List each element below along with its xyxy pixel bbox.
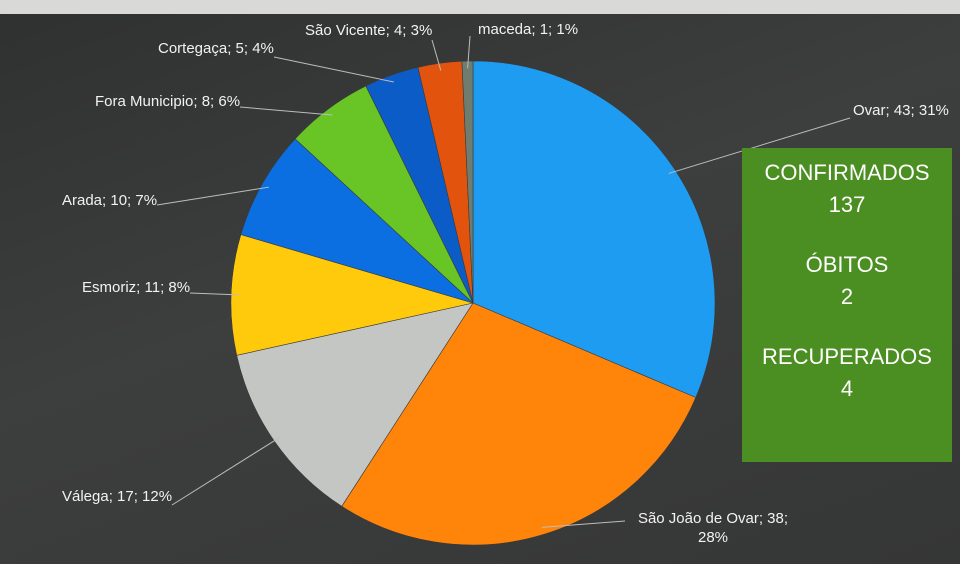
leader-line <box>541 520 626 528</box>
stat-value: 137 <box>828 192 866 217</box>
data-label: maceda; 1; 1% <box>478 21 579 38</box>
data-label: Ovar; 43; 31% <box>853 102 949 119</box>
data-label: Arada; 10; 7% <box>62 192 158 209</box>
leader-line <box>467 35 471 69</box>
stat-label: ÓBITOS <box>805 252 889 277</box>
leader-line <box>273 56 394 83</box>
leader-line <box>431 39 442 71</box>
stat-value: 2 <box>840 284 854 309</box>
data-label: São Vicente; 4; 3% <box>305 22 433 39</box>
leader-line <box>171 436 281 506</box>
stat-value: 4 <box>840 376 854 401</box>
data-label: Fora Municipio; 8; 6% <box>95 93 241 110</box>
pie-slice <box>472 60 716 398</box>
leader-line <box>239 106 333 116</box>
pie-slice <box>461 60 474 304</box>
data-label: Cortegaça; 5; 4% <box>158 40 274 57</box>
leader-line <box>156 186 269 206</box>
stat-label: CONFIRMADOS <box>764 160 930 185</box>
data-label: São João de Ovar; 38; 28% <box>637 510 789 546</box>
leader-line <box>668 117 851 174</box>
data-label: Válega; 17; 12% <box>62 488 173 505</box>
leader-line <box>189 292 239 296</box>
screen-edge <box>0 0 960 14</box>
stats-panel: CONFIRMADOS 137 ÓBITOS 2 RECUPERADOS 4 <box>742 148 952 462</box>
stat-label: RECUPERADOS <box>762 344 932 369</box>
pie-slice <box>240 138 474 304</box>
data-label: Esmoriz; 11; 8% <box>82 279 191 296</box>
pie-slice <box>341 302 697 546</box>
